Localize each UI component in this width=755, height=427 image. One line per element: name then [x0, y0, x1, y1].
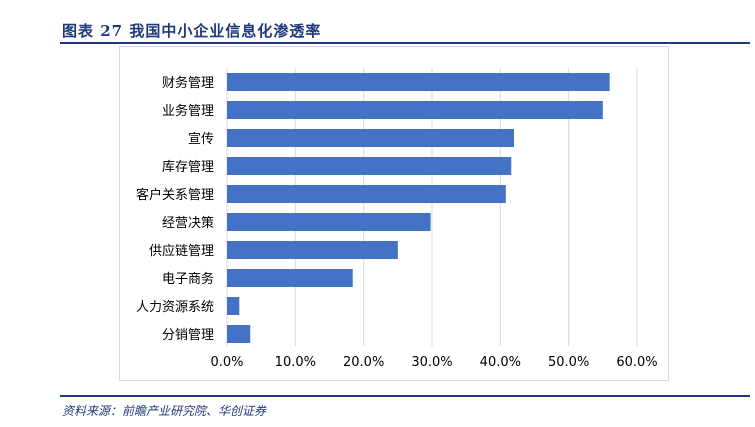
bar — [227, 269, 353, 287]
bar — [227, 213, 431, 231]
category-label: 经营决策 — [162, 215, 214, 231]
x-tick-label: 40.0% — [480, 355, 521, 370]
x-tick-label: 50.0% — [548, 355, 589, 370]
bar — [227, 129, 514, 147]
x-tick-label: 0.0% — [210, 355, 243, 370]
category-label: 人力资源系统 — [136, 300, 214, 315]
bar — [227, 241, 398, 259]
bar — [227, 297, 240, 315]
figure-title: 图表 27 我国中小企业信息化渗透率 — [62, 22, 322, 40]
category-label: 供应链管理 — [149, 243, 214, 259]
bar — [227, 101, 603, 119]
bar — [227, 73, 610, 91]
source-note: 资料来源：前瞻产业研究院、华创证券 — [62, 404, 267, 418]
category-label: 电子商务 — [162, 271, 214, 287]
source-rule — [60, 395, 750, 397]
category-label: 客户关系管理 — [136, 187, 214, 203]
title-rule — [60, 42, 750, 44]
bar — [227, 325, 251, 343]
x-tick-label: 60.0% — [616, 355, 657, 370]
chart-frame — [119, 46, 669, 381]
x-tick-label: 20.0% — [343, 355, 384, 370]
x-tick-label: 30.0% — [411, 355, 452, 370]
bar — [227, 157, 512, 175]
bar — [227, 185, 506, 203]
category-label: 分销管理 — [162, 328, 214, 343]
category-label: 业务管理 — [162, 103, 214, 119]
category-label: 财务管理 — [162, 75, 214, 91]
x-tick-label: 10.0% — [275, 355, 316, 370]
category-label: 宣传 — [188, 131, 214, 147]
category-label: 库存管理 — [162, 159, 214, 175]
